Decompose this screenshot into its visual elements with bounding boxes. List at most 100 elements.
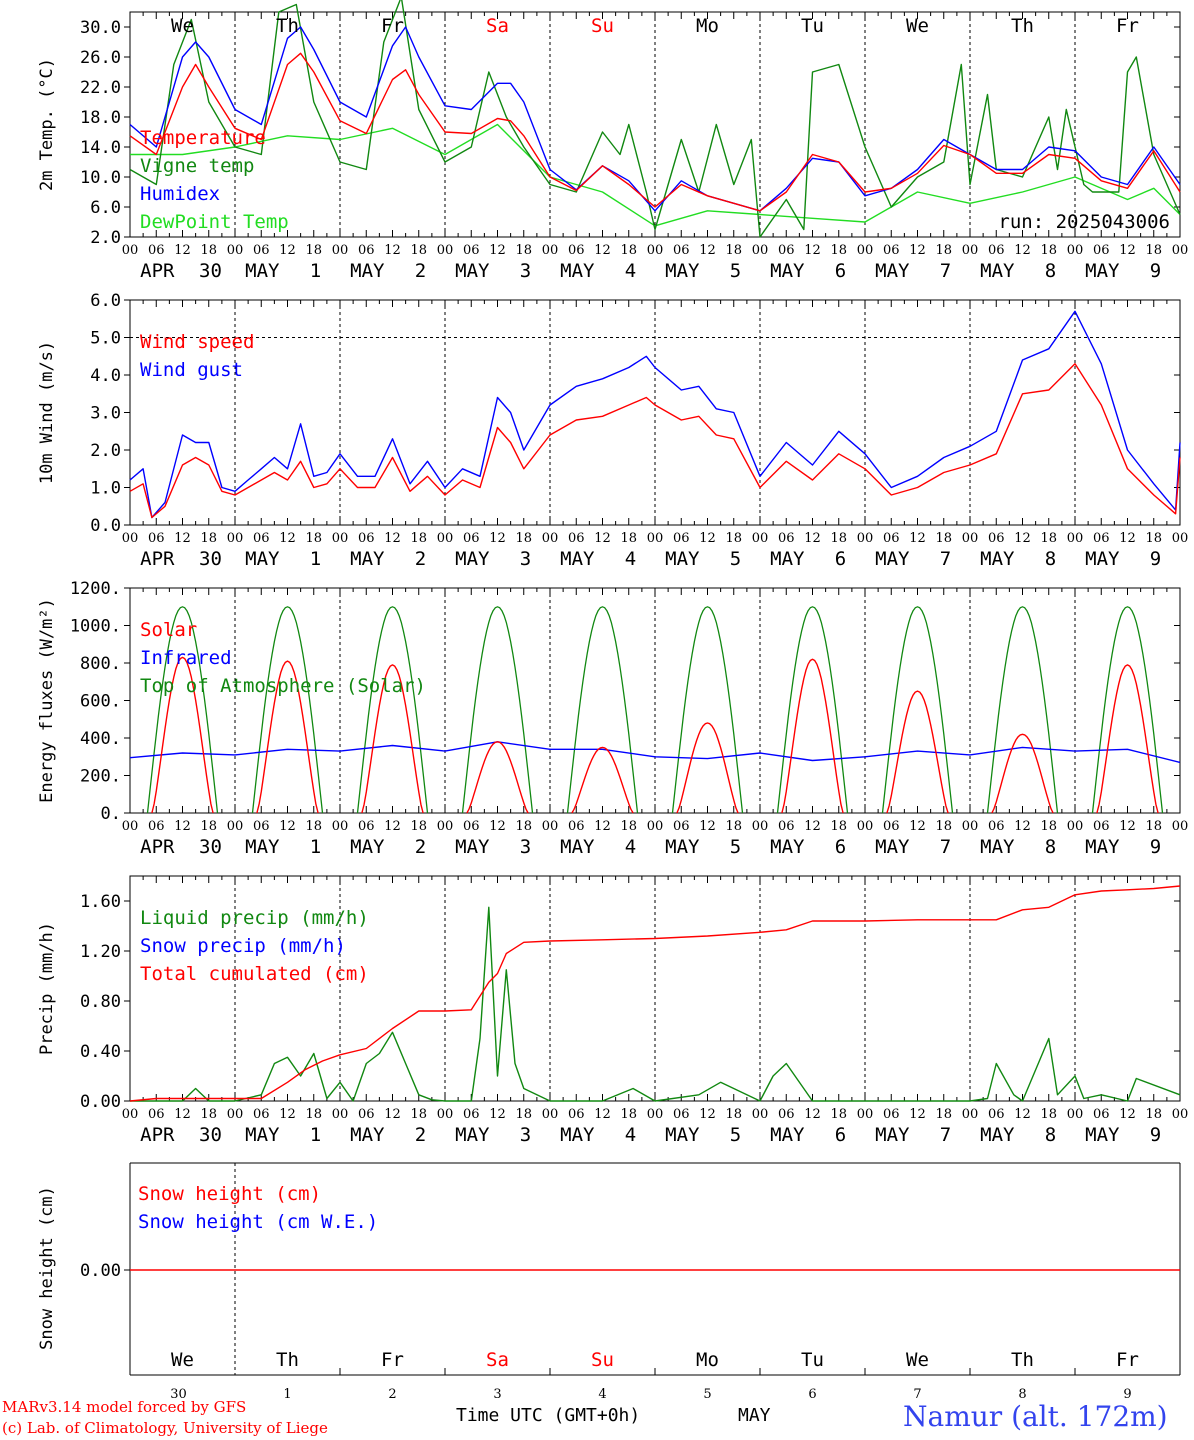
hour-tick-label: 00 [857,531,874,546]
month-tick-label: APR [140,836,175,858]
hour-tick-label: 18 [410,819,427,834]
hour-tick-label: 18 [935,1107,952,1122]
bottom-date-label: 30 [170,1387,187,1402]
weekday-label: Tu [801,1349,824,1371]
hour-tick-label: 00 [1172,243,1189,258]
weekday-label: Mo [696,15,719,37]
hour-tick-label: 06 [358,1107,375,1122]
date-tick-label: 1 [310,836,321,858]
y-tick-label: 0.40 [80,1042,121,1062]
hour-tick-label: 12 [804,1107,821,1122]
legend-entry: Infrared [140,647,232,669]
hour-tick-label: 18 [515,1107,532,1122]
weekday-label: Th [276,1349,299,1371]
hour-tick-label: 18 [1040,531,1057,546]
hour-tick-label: 00 [752,1107,769,1122]
y-tick-label: 30.0 [80,18,121,38]
hour-tick-label: 06 [673,243,690,258]
hour-tick-label: 06 [148,1107,165,1122]
hour-tick-label: 12 [279,819,296,834]
date-tick-label: 8 [1045,1124,1056,1146]
hour-tick-label: 06 [253,1107,270,1122]
hour-tick-label: 12 [489,1107,506,1122]
hour-tick-label: 00 [542,243,559,258]
hour-tick-label: 12 [384,819,401,834]
hour-tick-label: 00 [122,531,139,546]
panel-2-frame [129,587,1181,814]
weekday-label: Sa [486,15,509,37]
month-label: MAY [738,1405,771,1426]
hour-tick-label: 06 [568,1107,585,1122]
y-axis-label: 2m Temp. (°C) [37,58,57,191]
hour-tick-label: 12 [174,243,191,258]
hour-tick-label: 06 [883,819,900,834]
date-tick-label: 5 [730,1124,741,1146]
hour-tick-label: 00 [542,1107,559,1122]
bottom-date-label: 3 [493,1387,501,1402]
month-tick-label: MAY [560,836,595,858]
date-tick-label: 7 [940,836,951,858]
hour-tick-label: 12 [594,531,611,546]
bottom-date-label: 4 [598,1387,606,1402]
hour-tick-label: 00 [227,1107,244,1122]
month-tick-label: APR [140,260,175,282]
hour-tick-label: 00 [962,243,979,258]
hour-tick-label: 00 [752,819,769,834]
hour-tick-label: 00 [437,531,454,546]
legend-entry: Wind speed [140,331,254,353]
month-tick-label: MAY [350,1124,385,1146]
hour-tick-label: 00 [437,243,454,258]
toa-solar-line [146,606,219,814]
hour-tick-label: 18 [1040,819,1057,834]
hour-tick-label: 00 [332,1107,349,1122]
hour-tick-label: 00 [647,819,664,834]
solar-line [676,722,739,814]
hour-tick-label: 12 [699,1107,716,1122]
bottom-date-label: 8 [1018,1387,1026,1402]
hour-tick-label: 12 [1014,819,1031,834]
date-tick-label: 4 [625,1124,636,1146]
date-tick-label: 2 [415,1124,426,1146]
hour-tick-label: 12 [699,819,716,834]
hour-tick-label: 12 [489,819,506,834]
hour-tick-label: 18 [725,243,742,258]
y-tick-label: 10.0 [80,168,121,188]
month-tick-label: MAY [980,1124,1015,1146]
y-tick-label: 800. [80,654,121,674]
month-tick-label: MAY [1085,1124,1120,1146]
hour-tick-label: 00 [227,819,244,834]
y-tick-label: 0.00 [80,1092,121,1112]
wind-gust-line [129,310,1181,519]
temp-series-line [129,52,1181,212]
y-tick-label: 1.0 [90,479,121,499]
y-tick-label: 0. [101,804,121,824]
hour-tick-label: 06 [1093,819,1110,834]
hour-tick-label: 12 [699,531,716,546]
legend-entry: Temperature [140,127,266,149]
time-axis-label: Time UTC (GMT+0h) [456,1405,641,1426]
hour-tick-label: 00 [857,243,874,258]
hour-tick-label: 18 [200,1107,217,1122]
station-label: Namur (alt. 172m) [903,1400,1168,1433]
liquid-precip-line [130,906,1181,1102]
date-tick-label: 1 [310,260,321,282]
y-tick-label: 5.0 [90,329,121,349]
toa-solar-line [776,606,849,814]
hour-tick-label: 18 [1040,243,1057,258]
month-tick-label: MAY [665,260,700,282]
hour-tick-label: 00 [122,1107,139,1122]
hour-tick-label: 00 [647,531,664,546]
date-tick-label: 30 [199,260,222,282]
hour-tick-label: 06 [988,531,1005,546]
month-tick-label: MAY [875,260,910,282]
hour-tick-label: 00 [647,1107,664,1122]
hour-tick-label: 18 [620,819,637,834]
month-tick-label: MAY [245,260,280,282]
hour-tick-label: 18 [830,819,847,834]
date-tick-label: 1 [310,1124,321,1146]
date-tick-label: 5 [730,548,741,570]
y-tick-label: 1.60 [80,892,121,912]
hour-tick-label: 00 [122,819,139,834]
month-tick-label: MAY [980,548,1015,570]
